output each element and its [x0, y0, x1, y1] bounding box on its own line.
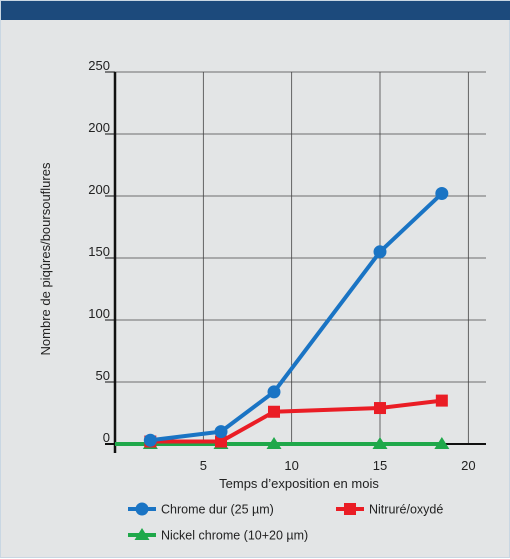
series-0-point-0 — [143, 433, 157, 447]
series-0-point-4 — [435, 187, 449, 201]
series-2-point-3 — [266, 437, 282, 449]
x-tick-label-1: 10 — [284, 458, 298, 473]
legend-swatch-marker-2 — [134, 528, 150, 540]
series-2-point-4 — [372, 437, 388, 449]
y-tick-label-4: 200 — [88, 182, 110, 197]
series-0-line — [150, 192, 444, 443]
series-1-point-1 — [215, 435, 227, 448]
series-0-point-1 — [214, 425, 228, 439]
header-bar — [1, 1, 510, 20]
series-1-point-4 — [435, 394, 448, 407]
y-tick-labels: 0 50 100 150 200 200 250 — [88, 58, 110, 445]
data-series — [115, 187, 450, 449]
y-tick-label-6: 250 — [88, 58, 110, 73]
series-1-point-3 — [374, 402, 386, 415]
y-tick-label-5: 200 — [88, 120, 110, 135]
series-1-point-2 — [268, 405, 280, 418]
x-tick-label-0: 5 — [200, 458, 207, 473]
y-axis-label: Nombre de piqûres/boursouflures — [38, 162, 53, 355]
legend-label-0: Chrome dur (25 µm) — [161, 503, 274, 517]
x-tick-label-3: 20 — [461, 458, 475, 473]
series-0-point-3 — [373, 245, 387, 259]
series-0 — [143, 187, 449, 447]
x-tick-labels: 5 10 15 20 — [200, 458, 476, 473]
series-2-point-5 — [434, 437, 450, 449]
legend: Chrome dur (25 µm) Nitruré/oxydé Nickel ch… — [128, 502, 443, 543]
legend-swatch-marker-1 — [344, 503, 356, 515]
y-tick-label-0: 0 — [103, 430, 110, 445]
legend-item-1: Nitruré/oxydé — [336, 503, 443, 517]
legend-label-1: Nitruré/oxydé — [369, 503, 443, 517]
y-tick-label-3: 150 — [88, 244, 110, 259]
y-tick-label-2: 100 — [88, 306, 110, 321]
series-0-point-2 — [267, 385, 281, 399]
series-1 — [144, 394, 448, 448]
axes — [105, 71, 486, 453]
gridlines — [115, 71, 486, 444]
legend-label-2: Nickel chrome (10+20 µm) — [161, 529, 308, 543]
x-tick-label-2: 15 — [373, 458, 387, 473]
legend-item-0: Chrome dur (25 µm) — [128, 502, 274, 517]
y-tick-label-1: 50 — [96, 368, 110, 383]
x-axis-label: Temps d’exposition en mois — [219, 476, 379, 491]
legend-item-2: Nickel chrome (10+20 µm) — [128, 528, 308, 543]
legend-swatch-marker-0 — [135, 502, 149, 516]
